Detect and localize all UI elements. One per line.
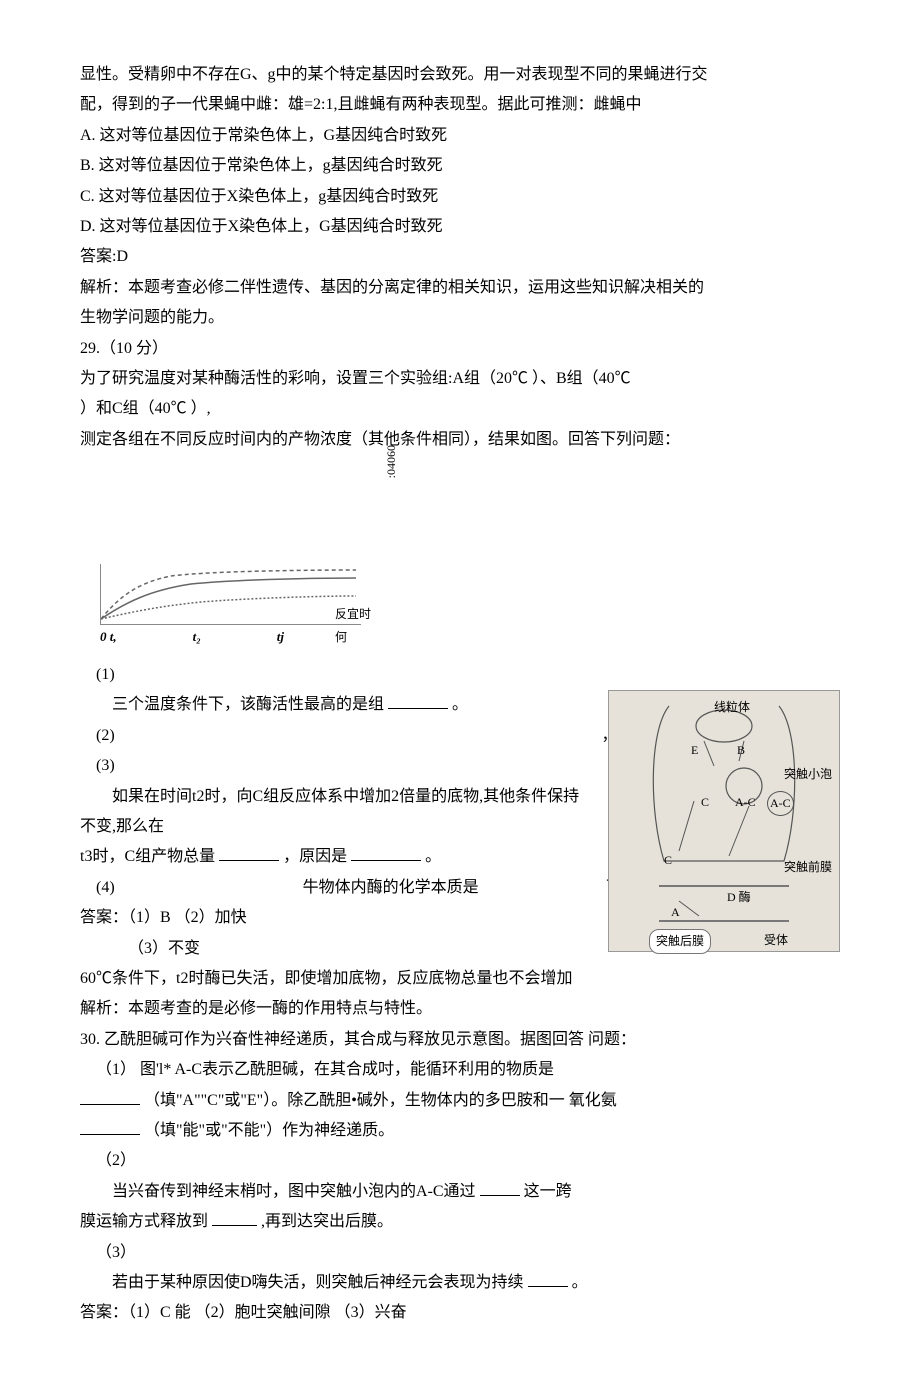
q28-explain-2: 生物学问题的能力。 <box>80 303 840 333</box>
label-vesicle: 突触小泡 <box>784 763 832 786</box>
q28-option-c: C. 这对等位基因位于X染色体上，g基因纯合时致死 <box>80 182 840 212</box>
q29-p1c: 。 <box>452 696 468 713</box>
q30-answer: 答案：（1）C 能 （2）胞吐突触间隙 （3）兴奋 <box>80 1298 840 1328</box>
q29-p1b: 三个温度条件下，该酶活性最高的是组 <box>80 690 384 720</box>
x-label-1: t₂ <box>193 625 201 650</box>
q30-p3c: 。 <box>572 1274 588 1291</box>
q29-stem-3: 测定各组在不同反应时间内的产物浓度（其他条件相同），结果如图。回答下列问题： <box>80 425 840 455</box>
q30-p3b: 若由于某种原因使D嗨失活，则突触后神经元会表现为持续 <box>80 1268 524 1298</box>
q29-number: 29.（10 分） <box>80 334 840 364</box>
q28-stem-line1: 显性。受精卵中不存在G、g中的某个特定基因时会致死。用一对表现型不同的果蝇进行交 <box>80 60 840 90</box>
chart-plot <box>100 564 361 625</box>
q30-stem: 30. 乙酰胆碱可作为兴奋性神经递质，其合成与释放见示意图。据图回答 问题： <box>80 1025 840 1055</box>
label-presynaptic: 突触前膜 <box>784 856 832 879</box>
q28-option-b: B. 这对等位基因位于常染色体上，g基因纯合时致死 <box>80 151 840 181</box>
blank-6 <box>480 1195 520 1196</box>
q29-p2-num: (2) <box>96 727 115 744</box>
q29-p3e: ，原因是 <box>283 848 347 865</box>
q29-p3f: 。 <box>425 848 441 865</box>
label-A: A <box>671 901 680 924</box>
q28-explain-1: 解析：本题考查必修二伴性遗传、基因的分离定律的相关知识，运用这些知识解决相关的 <box>80 273 840 303</box>
chart-y-label: :04060 <box>380 445 403 478</box>
synapse-svg <box>609 691 839 951</box>
q28-option-a: A. 这对等位基因位于常染色体上，G基因纯合时致死 <box>80 121 840 151</box>
label-postsynaptic: 突触后膜 <box>649 929 711 954</box>
label-C: C <box>701 791 709 814</box>
q30-p1a: （1） 图'l* A-C表示乙酰胆碱，在其合成吋，能循环利用的物质是 <box>80 1055 840 1085</box>
q29-ans3: 60℃条件下，t2时酶已失活，即使增加底物，反应底物总量也不会增加 <box>80 964 840 994</box>
q28-stem-line2: 配，得到的子一代果蝇中雌：雄=2:1,且雌蝇有两种表现型。据此可推测：雌蝇中 <box>80 90 840 120</box>
q29-p4a: (4) <box>96 879 115 896</box>
blank-3 <box>351 860 421 861</box>
chart-x-far-label: 反宜时何 <box>335 603 380 649</box>
q30-p3a: （3） <box>80 1238 840 1268</box>
q30-p2-line2: 膜运输方式释放到 ,再到达突出后膜。 <box>80 1207 840 1237</box>
q30-p1b: （填"A""C"或"E"）。除乙酰胆•碱外，生物体内的多巴胺和一 氧化氨 <box>144 1092 617 1109</box>
blank-2 <box>219 860 279 861</box>
label-B: B <box>737 739 745 762</box>
q30-p2e: ,再到达突出后膜。 <box>261 1213 393 1230</box>
label-mitochondria: 线粒体 <box>714 696 750 719</box>
label-C2: C <box>664 849 672 872</box>
x-label-0: 0 t, <box>100 625 117 650</box>
blank-8 <box>528 1286 568 1287</box>
q29-p4b: 牛物体内酶的化学本质是 <box>303 879 479 896</box>
label-AC1: A-C <box>735 791 756 814</box>
q30-p1c: （填"能"或"不能"）作为神经递质。 <box>144 1122 394 1139</box>
q29-explain: 解析：本题考查的是必修一酶的作用特点与特性。 <box>80 994 840 1024</box>
q29-stem-1: 为了研究温度对某种酶活性的彩响，设置三个实验组:A组（20℃ ）、B组（40℃ <box>80 364 840 394</box>
q28-option-d: D. 这对等位基因位于X染色体上，G基因纯合时致死 <box>80 212 840 242</box>
x-label-2: tj <box>277 625 284 650</box>
q30-p1b-line: （填"A""C"或"E"）。除乙酰胆•碱外，生物体内的多巴胺和一 氧化氨 <box>80 1086 840 1116</box>
blank-4 <box>80 1104 140 1105</box>
label-E: E <box>691 739 698 762</box>
q30-p1c-line: （填"能"或"不能"）作为神经递质。 <box>80 1116 840 1146</box>
q30-p2d: 膜运输方式释放到 <box>80 1213 212 1230</box>
blank-1 <box>388 708 448 709</box>
q28-answer: 答案:D <box>80 242 840 272</box>
q29-p3d: t3时，C组产物总量 <box>80 848 215 865</box>
q29-stem-2: ）和C组（40℃ ）, <box>80 394 840 424</box>
chart-lines <box>101 564 361 624</box>
q30-p2-line1: 当兴奋传到神经末梢吋，图中突触小泡内的A-C通过 这一跨 <box>80 1177 840 1207</box>
q30-p2a: （2） <box>80 1146 840 1176</box>
chart-x-labels: 0 t, t₂ tj <box>100 625 360 650</box>
blank-7 <box>212 1225 257 1226</box>
label-D-enzyme: D 酶 <box>727 886 751 909</box>
q30-p2b: 当兴奋传到神经末梢吋，图中突触小泡内的A-C通过 <box>80 1177 476 1207</box>
q29-part1-num: (1) <box>80 660 840 690</box>
label-receptor: 受体 <box>764 929 788 952</box>
q30-p3-line: 若由于某种原因使D嗨失活，则突触后神经元会表现为持续 。 <box>80 1268 840 1298</box>
synapse-diagram: 线粒体 E B 突触小泡 C A-C A-C C 突触前膜 D 酶 A 突触后膜… <box>608 690 840 952</box>
label-AC2: A-C <box>767 791 794 816</box>
q29-chart: :04060 0 t, t₂ tj 反宜时何 <box>80 475 380 655</box>
q30-p2c: 这一跨 <box>524 1183 572 1200</box>
blank-5 <box>80 1134 140 1135</box>
